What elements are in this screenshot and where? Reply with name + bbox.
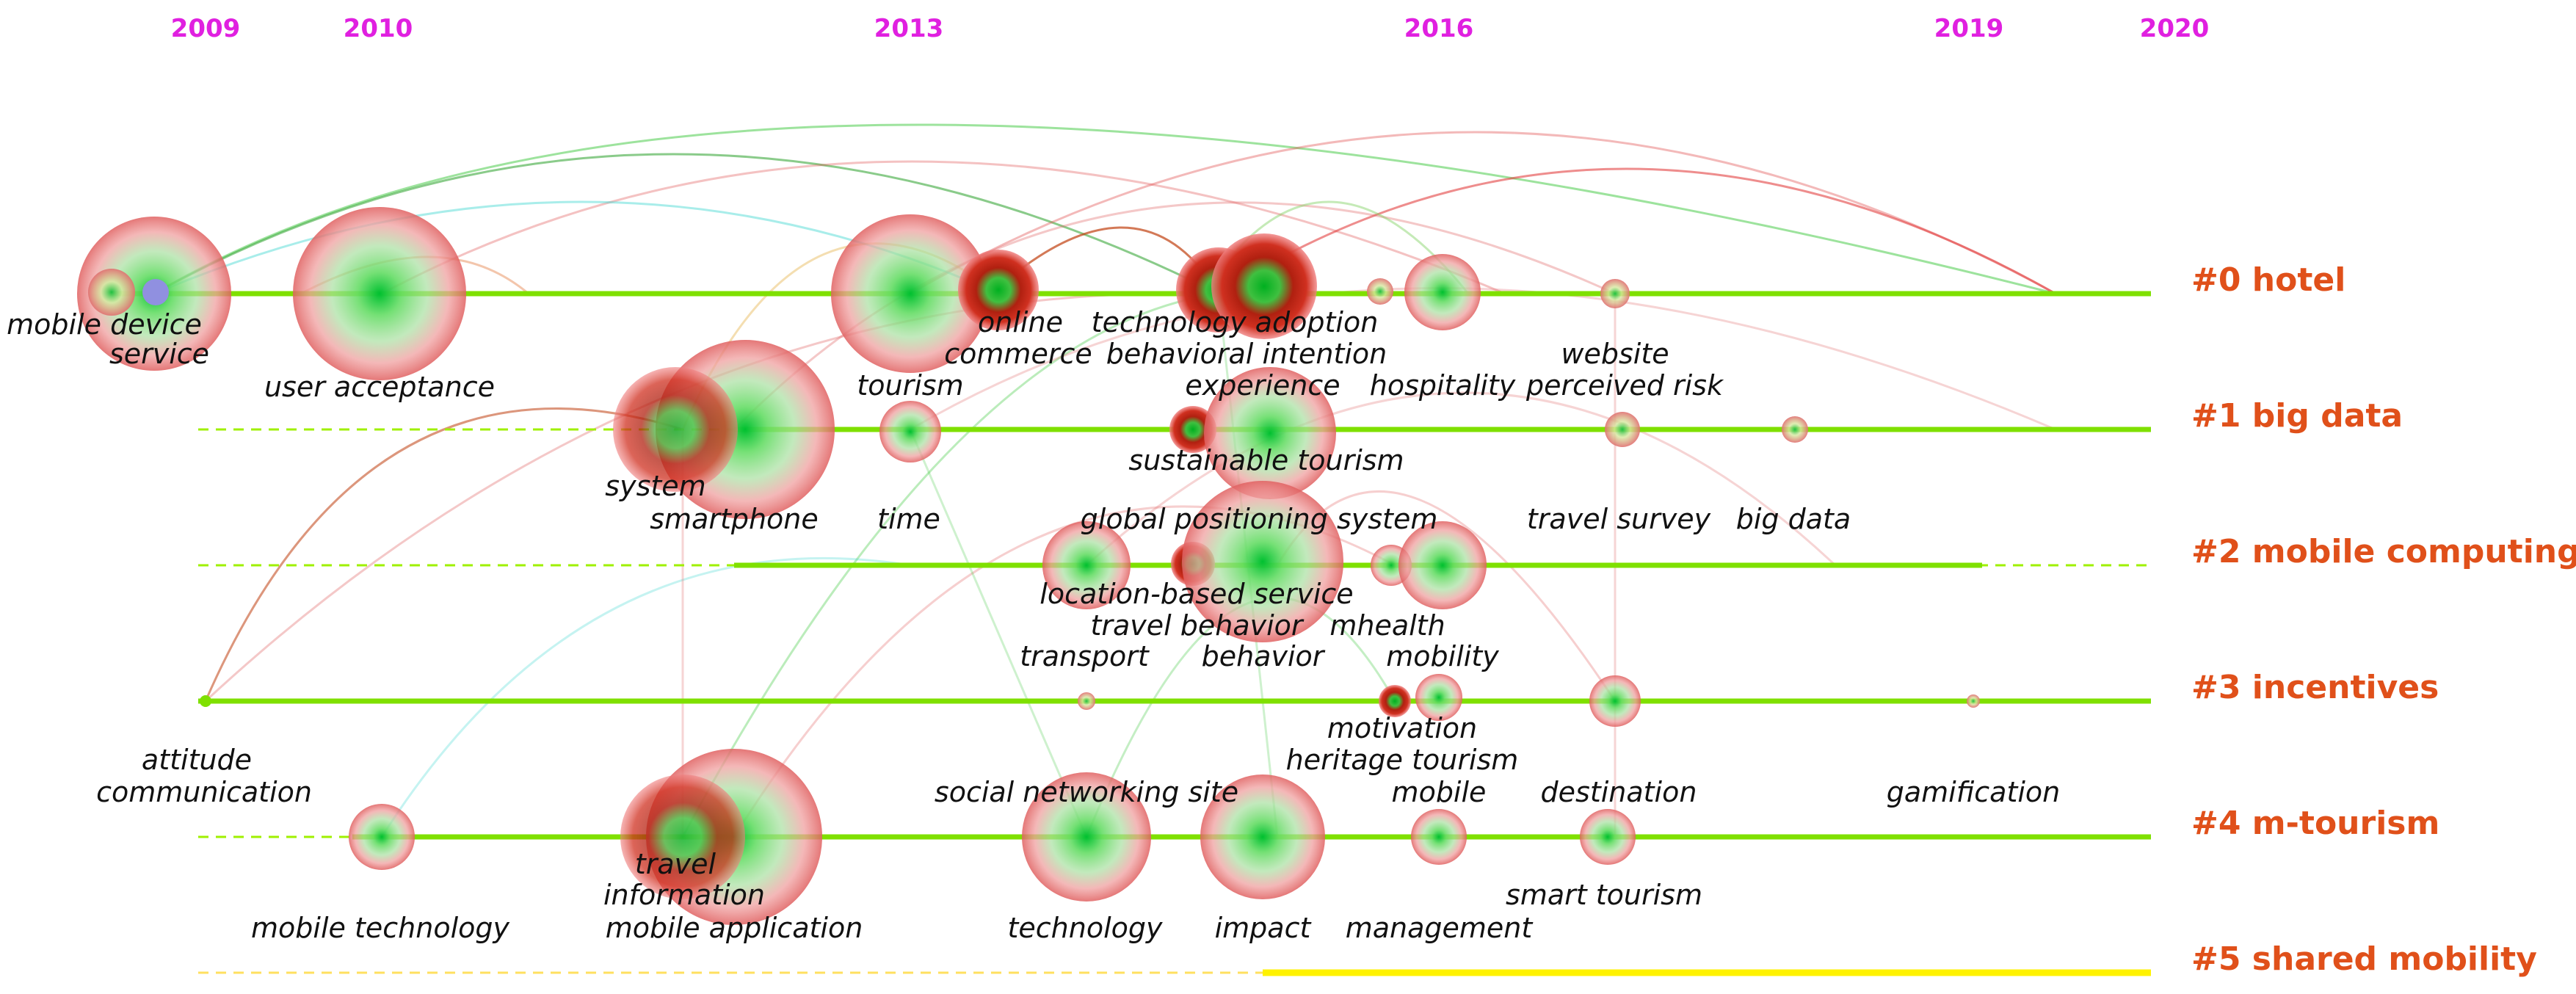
node-big-data <box>1782 416 1808 443</box>
label-global-positioning-system: global positioning system <box>1081 503 1438 535</box>
label-mobile: mobile <box>1392 776 1487 808</box>
nodes <box>77 207 1980 925</box>
label-gamification: gamification <box>1887 776 2061 808</box>
node-website <box>1600 279 1630 308</box>
cluster-label-big-data: #1 big data <box>2191 397 2403 435</box>
label-tourism: tourism <box>857 369 963 402</box>
label-user-acceptance: user acceptance <box>264 371 495 403</box>
year-label-2019: 2019 <box>1934 14 2004 43</box>
node-behavioral-intention <box>1211 233 1317 339</box>
year-axis: 2009 2010 2013 2016 2019 2020 <box>171 14 2210 43</box>
label-mobile-device: mobile device <box>7 308 202 341</box>
node-tourism <box>831 214 990 373</box>
node-time <box>879 401 941 462</box>
label-time: time <box>877 503 940 535</box>
label-travel-survey: travel survey <box>1527 503 1711 535</box>
node-location-based-service <box>1042 521 1131 609</box>
label-behavior: behavior <box>1202 640 1326 672</box>
year-label-2010: 2010 <box>344 14 413 43</box>
label-big-data: big data <box>1736 503 1851 535</box>
label-travel-behavior: travel behavior <box>1090 609 1304 642</box>
label-mobile-application: mobile application <box>606 912 863 944</box>
node-gamification-dot <box>1967 694 1980 708</box>
label-destination: destination <box>1541 776 1697 808</box>
node-travel-survey <box>1605 412 1640 447</box>
label-website: website <box>1561 338 1669 370</box>
label-transport: transport <box>1020 640 1150 672</box>
node-service-core <box>142 279 169 305</box>
label-management: management <box>1346 912 1534 944</box>
cluster-labels: #0 hotel #1 big data #2 mobile computing… <box>2191 261 2576 978</box>
cluster-label-hotel: #0 hotel <box>2191 261 2345 299</box>
label-mobility: mobility <box>1386 640 1499 672</box>
label-perceived-risk: perceived risk <box>1525 369 1724 402</box>
node-user-acceptance <box>293 207 466 380</box>
label-information: information <box>603 879 765 911</box>
label-experience: experience <box>1185 369 1340 402</box>
label-communication: communication <box>96 776 312 808</box>
label-technology: technology <box>1007 912 1163 944</box>
label-technology-adoption: technology adoption <box>1092 306 1379 338</box>
cluster-label-incentives: #3 incentives <box>2191 669 2439 706</box>
label-impact: impact <box>1215 912 1313 944</box>
label-social-networking-site: social networking site <box>935 776 1238 808</box>
year-label-2013: 2013 <box>874 14 944 43</box>
label-mobile-technology: mobile technology <box>251 912 509 944</box>
label-hospitality: hospitality <box>1370 369 1516 402</box>
label-travel: travel <box>635 848 716 880</box>
node-transport <box>1078 692 1095 710</box>
label-online: online <box>978 306 1063 338</box>
citation-arcs <box>153 123 2056 838</box>
label-behavioral-intention: behavioral intention <box>1106 338 1387 370</box>
node-impact <box>1200 774 1325 899</box>
cluster-label-mobile-computing: #2 mobile computing <box>2191 533 2576 570</box>
node-online-commerce <box>958 250 1039 330</box>
year-label-2009: 2009 <box>171 14 241 43</box>
node-mobile-device-core <box>88 269 135 316</box>
cluster-label-shared-mobility: #5 shared mobility <box>2191 940 2537 978</box>
cluster-label-m-tourism: #4 m-tourism <box>2191 805 2439 842</box>
label-heritage-tourism: heritage tourism <box>1286 744 1519 776</box>
node-system <box>613 367 738 492</box>
node-labels: mobile device service user acceptance on… <box>7 306 2060 944</box>
node-experience <box>1367 278 1393 305</box>
label-location-based-service: location-based service <box>1040 578 1353 610</box>
label-mhealth: mhealth <box>1329 609 1445 642</box>
label-service: service <box>109 338 209 370</box>
node-sustainable-tourism-large <box>1204 367 1336 499</box>
node-mobile <box>1411 809 1467 865</box>
year-label-2020: 2020 <box>2140 14 2210 43</box>
node-attitude-dot <box>200 695 211 707</box>
label-smart-tourism: smart tourism <box>1506 879 1702 911</box>
label-system: system <box>605 470 705 502</box>
label-smartphone: smartphone <box>650 503 819 535</box>
label-sustainable-tourism: sustainable tourism <box>1128 444 1404 476</box>
node-travel-information <box>620 774 745 899</box>
node-travel-behavior <box>1182 481 1343 642</box>
node-smart-tourism <box>1580 809 1636 865</box>
label-attitude: attitude <box>142 744 252 776</box>
node-mobility <box>1415 674 1462 721</box>
node-motivation <box>1379 685 1411 717</box>
node-mobile-technology <box>349 804 415 870</box>
node-mobility-large <box>1398 521 1487 609</box>
label-commerce: commerce <box>944 338 1092 370</box>
node-hospitality <box>1404 254 1481 330</box>
node-destination-incentive <box>1589 675 1641 727</box>
label-motivation: motivation <box>1327 712 1477 744</box>
node-technology <box>1022 772 1151 902</box>
year-label-2016: 2016 <box>1404 14 1474 43</box>
